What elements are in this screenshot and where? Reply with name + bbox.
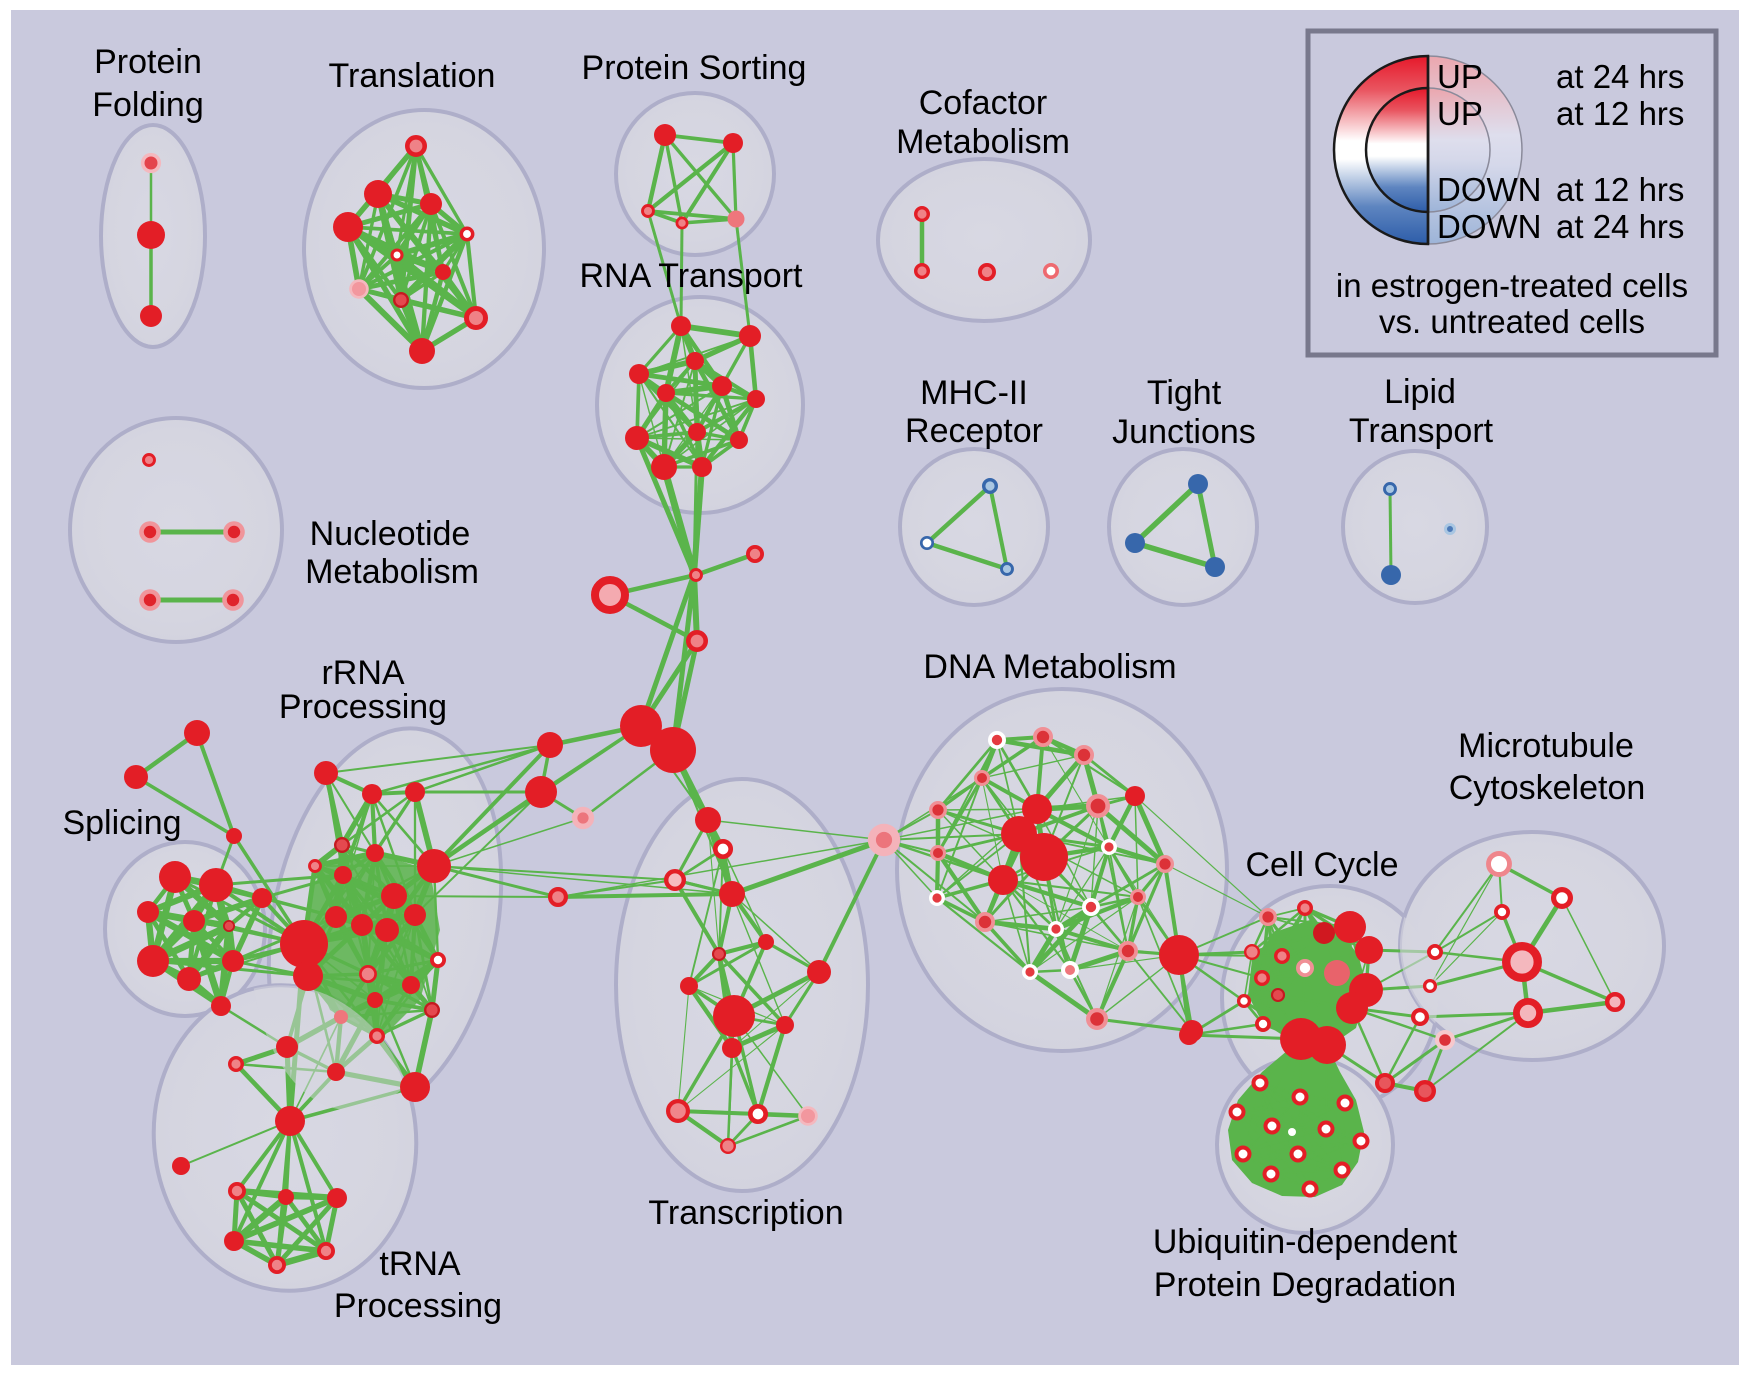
svg-text:rRNA: rRNA (321, 654, 404, 692)
svg-text:at 24 hrs: at 24 hrs (1556, 58, 1684, 95)
svg-text:Cofactor: Cofactor (919, 84, 1048, 122)
svg-text:Junctions: Junctions (1112, 413, 1256, 451)
svg-text:Ubiquitin-dependent: Ubiquitin-dependent (1153, 1223, 1458, 1261)
svg-text:Tight: Tight (1147, 374, 1222, 412)
svg-text:Cell Cycle: Cell Cycle (1245, 846, 1398, 884)
svg-text:Metabolism: Metabolism (305, 553, 479, 591)
svg-text:at 12 hrs: at 12 hrs (1556, 95, 1684, 132)
svg-text:tRNA: tRNA (379, 1245, 461, 1283)
svg-text:Folding: Folding (92, 86, 204, 124)
svg-text:Splicing: Splicing (62, 804, 181, 842)
svg-text:DOWN: DOWN (1437, 171, 1541, 208)
svg-text:Cytoskeleton: Cytoskeleton (1449, 769, 1646, 807)
svg-text:Lipid: Lipid (1384, 373, 1456, 411)
svg-text:Processing: Processing (334, 1287, 502, 1325)
svg-text:UP: UP (1437, 58, 1483, 95)
svg-text:at 24 hrs: at 24 hrs (1556, 208, 1684, 245)
svg-text:RNA Transport: RNA Transport (580, 257, 804, 295)
svg-text:in estrogen-treated cells: in estrogen-treated cells (1336, 267, 1688, 304)
svg-text:Microtubule: Microtubule (1458, 727, 1634, 765)
svg-text:DOWN: DOWN (1437, 208, 1541, 245)
svg-text:Translation: Translation (329, 57, 496, 95)
svg-text:Nucleotide: Nucleotide (310, 515, 471, 553)
svg-text:Metabolism: Metabolism (896, 123, 1070, 161)
svg-text:Transport: Transport (1349, 412, 1494, 450)
svg-text:Transcription: Transcription (648, 1194, 843, 1232)
svg-text:Protein: Protein (94, 43, 202, 81)
svg-text:Processing: Processing (279, 688, 447, 726)
svg-text:UP: UP (1437, 95, 1483, 132)
svg-text:Protein Sorting: Protein Sorting (582, 49, 807, 87)
svg-text:Receptor: Receptor (905, 412, 1043, 450)
svg-text:vs. untreated cells: vs. untreated cells (1379, 303, 1645, 340)
svg-text:at 12 hrs: at 12 hrs (1556, 171, 1684, 208)
svg-text:DNA Metabolism: DNA Metabolism (923, 648, 1176, 686)
svg-text:Protein Degradation: Protein Degradation (1154, 1266, 1456, 1304)
svg-text:MHC-II: MHC-II (920, 374, 1028, 412)
